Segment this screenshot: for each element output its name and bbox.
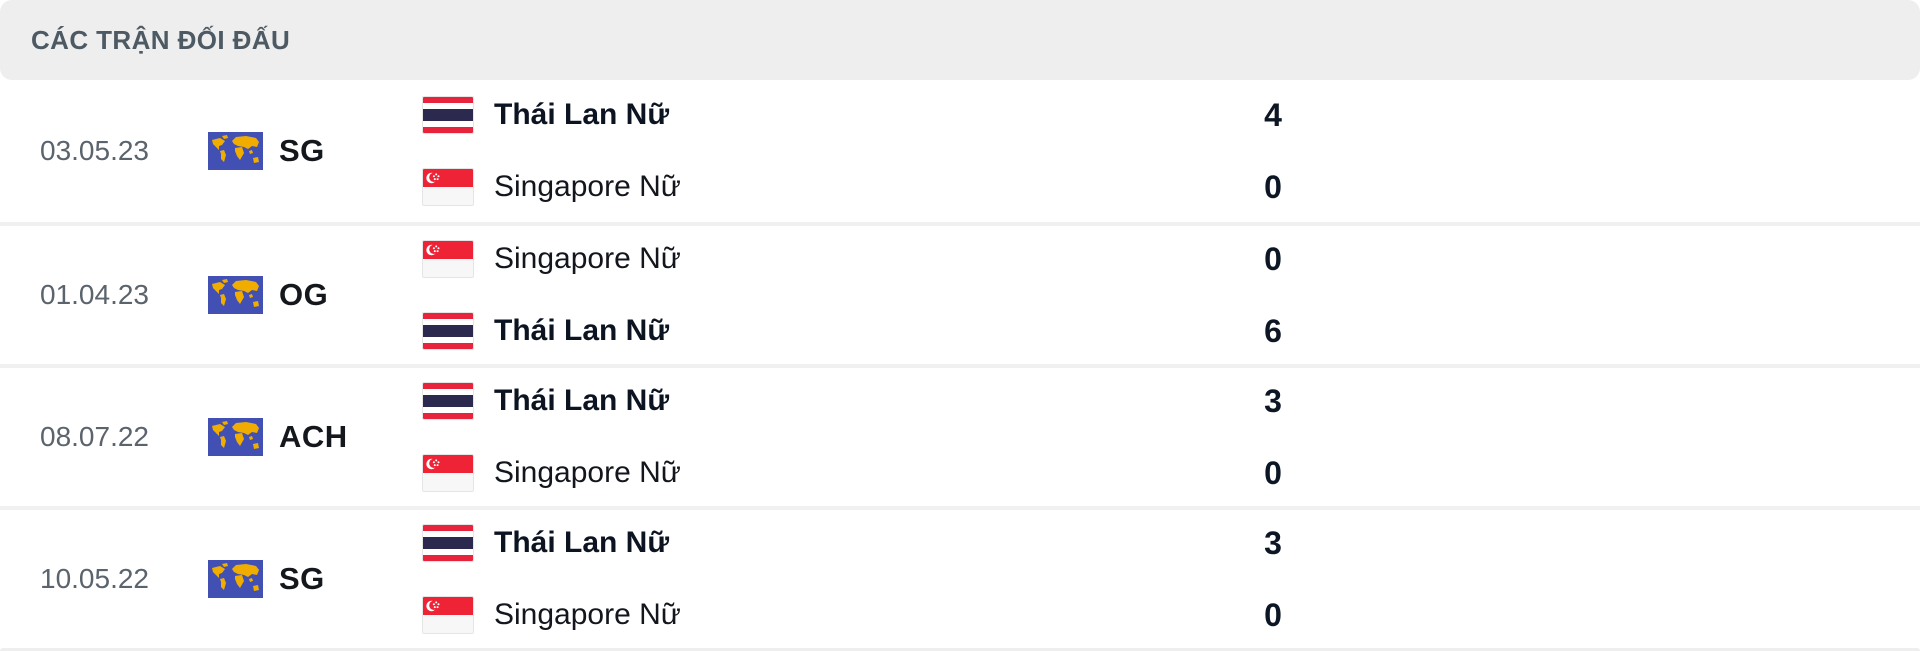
- singapore-flag-icon: [423, 169, 473, 205]
- team-row: Thái Lan Nữ 3: [423, 372, 1313, 430]
- team-row: Singapore Nữ 0: [423, 158, 1313, 216]
- world-map-icon: [208, 418, 263, 456]
- team-name: Singapore Nữ: [494, 598, 681, 631]
- match-date: 01.04.23: [40, 279, 149, 310]
- match-date: 03.05.23: [40, 135, 149, 166]
- competition-code: ACH: [279, 419, 348, 454]
- team-name: Thái Lan Nữ: [494, 526, 670, 559]
- match-row[interactable]: 08.07.22 ACH Thái Lan Nữ 3 Singapore Nữ …: [0, 364, 1920, 506]
- match-row[interactable]: 10.05.22 SG Thái Lan Nữ 3 Singapore Nữ 0: [0, 506, 1920, 648]
- team-score: 6: [1264, 312, 1282, 349]
- competition-code: SG: [279, 133, 325, 168]
- competition-code: SG: [279, 561, 325, 596]
- team-row: Singapore Nữ 0: [423, 230, 1313, 288]
- team-score: 3: [1264, 524, 1282, 561]
- team-score: 0: [1264, 454, 1282, 491]
- thailand-flag-icon: [423, 313, 473, 349]
- team-name: Thái Lan Nữ: [494, 98, 670, 131]
- team-score: 0: [1264, 168, 1282, 205]
- team-name: Thái Lan Nữ: [494, 384, 670, 417]
- thailand-flag-icon: [423, 383, 473, 419]
- match-row[interactable]: 03.05.23 SG Thái Lan Nữ 4 Singapore Nữ 0: [0, 80, 1920, 222]
- team-score: 3: [1264, 382, 1282, 419]
- team-row: Singapore Nữ 0: [423, 444, 1313, 502]
- singapore-flag-icon: [423, 455, 473, 491]
- singapore-flag-icon: [423, 597, 473, 633]
- match-date: 08.07.22: [40, 421, 149, 452]
- match-row[interactable]: 01.04.23 OG Singapore Nữ 0 Thái Lan Nữ 6: [0, 222, 1920, 364]
- competition-code: OG: [279, 277, 329, 312]
- next-section-edge: [0, 648, 1920, 651]
- thailand-flag-icon: [423, 525, 473, 561]
- team-score: 0: [1264, 596, 1282, 633]
- world-map-icon: [208, 560, 263, 598]
- world-map-icon: [208, 276, 263, 314]
- section-header: CÁC TRẬN ĐỐI ĐẤU: [0, 0, 1920, 80]
- team-name: Thái Lan Nữ: [494, 314, 670, 347]
- team-row: Thái Lan Nữ 4: [423, 86, 1313, 144]
- thailand-flag-icon: [423, 97, 473, 133]
- section-title: CÁC TRẬN ĐỐI ĐẤU: [31, 24, 291, 55]
- team-name: Singapore Nữ: [494, 242, 681, 275]
- team-name: Singapore Nữ: [494, 170, 681, 203]
- team-score: 0: [1264, 240, 1282, 277]
- world-map-icon: [208, 132, 263, 170]
- team-row: Thái Lan Nữ 6: [423, 302, 1313, 360]
- team-name: Singapore Nữ: [494, 456, 681, 489]
- team-row: Singapore Nữ 0: [423, 586, 1313, 644]
- team-row: Thái Lan Nữ 3: [423, 514, 1313, 572]
- team-score: 4: [1264, 96, 1282, 133]
- match-date: 10.05.22: [40, 563, 149, 594]
- singapore-flag-icon: [423, 241, 473, 277]
